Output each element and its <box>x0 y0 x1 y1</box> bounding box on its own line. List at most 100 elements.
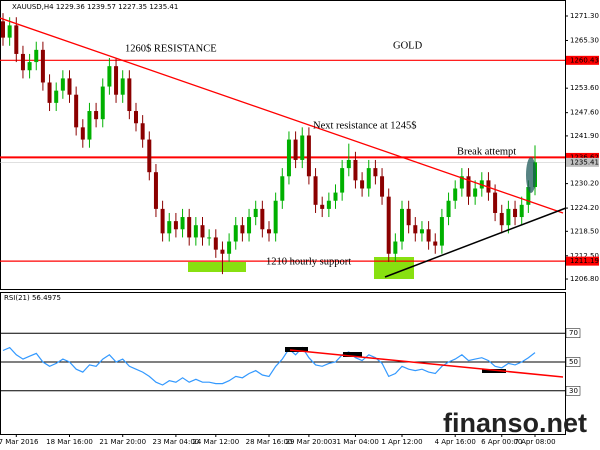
candle-body <box>300 135 305 160</box>
candle-body <box>67 78 72 95</box>
level-label: 1236.62 <box>570 153 599 161</box>
candle-body <box>519 204 524 218</box>
candle-body <box>360 180 365 189</box>
candle-body <box>147 139 152 173</box>
x-tick-label: 21 Mar 20:00 <box>99 438 146 446</box>
x-tick-label: 17 Mar 2016 <box>0 438 39 446</box>
break-highlight <box>526 157 536 193</box>
candle-body <box>267 229 271 234</box>
candle-body <box>393 241 398 254</box>
level-label: 1260.43 <box>570 56 599 64</box>
candle-body <box>100 86 105 120</box>
y-tick-label: 1224.20 <box>570 204 599 212</box>
x-tick-label: 18 Mar 16:00 <box>46 438 93 446</box>
candle-body <box>240 225 245 234</box>
candle-body <box>313 176 318 205</box>
candle-body <box>459 176 464 189</box>
candle-body <box>160 208 165 234</box>
y-tick-label: 1206.80 <box>570 275 599 283</box>
x-tick-label: 23 Mar 04:00 <box>153 438 200 446</box>
y-tick-label: 1212.50 <box>570 252 599 260</box>
candle-body <box>87 111 92 140</box>
watermark: finanso.net <box>443 408 587 438</box>
x-tick-label: 24 Mar 12:00 <box>192 438 239 446</box>
y-tick-label: 1265.30 <box>570 36 599 44</box>
candle-body <box>40 49 45 83</box>
candle-body <box>34 49 39 63</box>
rsi-line <box>2 346 536 386</box>
candle-body <box>200 225 205 238</box>
candle-body <box>513 208 518 218</box>
candle-body <box>120 78 125 95</box>
candle-body <box>60 78 65 91</box>
candle-body <box>227 241 232 254</box>
support-zone <box>374 257 414 279</box>
annotation: Break attempt <box>457 146 516 157</box>
candle-body <box>253 208 258 218</box>
candle-body <box>333 192 338 201</box>
candle-body <box>27 62 32 71</box>
candle-body <box>114 66 119 95</box>
candle-body <box>220 249 225 254</box>
candle-body <box>47 82 52 103</box>
candle-body <box>233 225 238 242</box>
x-tick-label: 31 Mar 04:00 <box>332 438 379 446</box>
chart-title: XAUUSD,H4 1229.36 1239.57 1227.35 1235.4… <box>12 3 178 11</box>
candle-body <box>446 200 451 218</box>
candle-body <box>280 176 285 201</box>
candle-body <box>486 180 491 193</box>
candle-body <box>353 159 358 181</box>
candle-body <box>80 127 85 140</box>
candle-body <box>473 188 478 197</box>
annotation: 1210 hourly support <box>266 256 351 267</box>
candle-body <box>466 176 471 197</box>
rsi-trend-line <box>289 349 564 378</box>
y-tick-label: 1253.60 <box>570 84 599 92</box>
candle-body <box>14 25 19 54</box>
x-tick-label: 6 Apr 00:00 <box>481 438 522 446</box>
x-tick-label: 29 Mar 20:00 <box>286 438 333 446</box>
price-panel <box>0 0 566 290</box>
candle-body <box>366 168 371 189</box>
y-tick-label: 70 <box>569 329 578 337</box>
candle-body <box>433 241 438 246</box>
candle-body <box>320 204 325 209</box>
level-label-box <box>566 256 599 266</box>
candle-body <box>506 208 511 226</box>
candle-body <box>173 221 178 230</box>
level-label-box <box>566 157 599 167</box>
candle-body <box>180 217 185 230</box>
candle-body <box>526 187 531 205</box>
rsi-highlight <box>285 347 308 352</box>
candle-body <box>213 237 218 250</box>
x-tick-label: 4 Apr 16:00 <box>435 438 476 446</box>
candle-body <box>247 217 252 234</box>
candle-body <box>273 200 278 234</box>
rsi-highlight <box>482 369 506 373</box>
level-label-box <box>566 152 599 162</box>
rsi-title: RSI(21) 56.4975 <box>4 294 61 302</box>
y-tick-label: 1230.20 <box>570 180 599 188</box>
candle-body <box>453 188 458 201</box>
y-tick-label: 1218.50 <box>570 227 599 235</box>
candle-body <box>20 53 25 71</box>
rsi-panel <box>0 292 566 435</box>
support-zone <box>188 262 246 272</box>
y-tick-label: 1247.60 <box>570 109 599 117</box>
candle-body <box>340 168 345 193</box>
y-tick-box <box>565 328 581 338</box>
annotation: GOLD <box>393 40 423 51</box>
y-tick-label: 30 <box>569 387 578 395</box>
annotation: 1260$ RESISTANCE <box>125 43 217 54</box>
candle-body <box>187 217 192 238</box>
candle-body <box>1 21 5 38</box>
candle-body <box>94 111 99 120</box>
y-tick-label: 1271.30 <box>570 12 599 20</box>
candle-body <box>7 25 12 38</box>
candle-body <box>493 192 498 213</box>
candle-body <box>306 135 311 177</box>
candle-body <box>207 237 212 239</box>
candle-body <box>293 139 298 160</box>
level-label: 1235.41 <box>570 158 599 166</box>
